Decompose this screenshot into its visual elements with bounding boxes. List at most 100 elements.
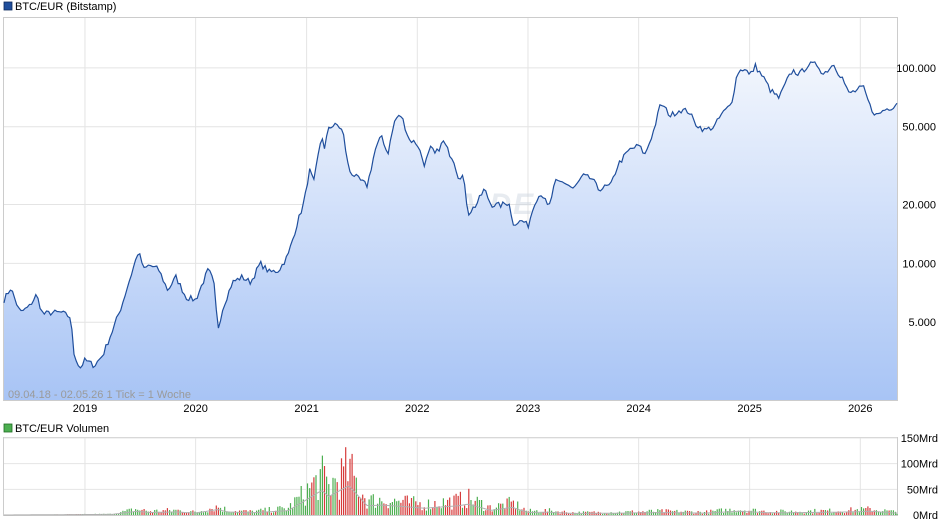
volume-bar bbox=[621, 513, 623, 515]
volume-bar bbox=[812, 513, 814, 515]
volume-bar bbox=[362, 494, 364, 515]
volume-bar bbox=[854, 509, 856, 515]
price-y-tick-label: 50.000 bbox=[902, 122, 936, 134]
volume-bar bbox=[436, 507, 438, 515]
volume-bar bbox=[309, 488, 311, 515]
volume-bar bbox=[608, 513, 610, 515]
volume-bar bbox=[300, 486, 302, 515]
volume-bar bbox=[767, 513, 769, 515]
volume-bar bbox=[461, 507, 464, 515]
volume-bar bbox=[137, 509, 139, 515]
volume-bar bbox=[425, 510, 427, 515]
volume-bar bbox=[778, 512, 780, 515]
volume-bar bbox=[623, 513, 625, 515]
volume-bar bbox=[196, 512, 198, 515]
volume-bar bbox=[517, 501, 519, 515]
volume-bar bbox=[270, 512, 272, 515]
volume-bar bbox=[266, 511, 268, 515]
volume-bar bbox=[357, 496, 360, 515]
x-tick-label: 2020 bbox=[183, 403, 207, 415]
volume-bar bbox=[506, 498, 508, 515]
x-tick-label: 2022 bbox=[405, 403, 429, 415]
volume-bar bbox=[440, 508, 442, 515]
volume-bar bbox=[232, 512, 234, 515]
volume-bar bbox=[850, 507, 852, 515]
volume-bar bbox=[529, 508, 531, 515]
volume-bar bbox=[338, 499, 340, 515]
volume-bar bbox=[351, 453, 353, 515]
volume-bar bbox=[742, 510, 744, 515]
volume-bar bbox=[606, 513, 608, 515]
volume-bar bbox=[139, 510, 141, 515]
volume-bar bbox=[292, 508, 294, 515]
volume-bar bbox=[733, 510, 735, 515]
volume-bar bbox=[799, 511, 801, 515]
volume-bar bbox=[438, 506, 440, 515]
volume-bar bbox=[527, 511, 529, 515]
volume-bar bbox=[374, 507, 377, 515]
volume-bar bbox=[491, 511, 493, 515]
volume-bar bbox=[731, 512, 733, 515]
volume-bar bbox=[317, 500, 319, 515]
volume-y-tick-label: 150Mrd bbox=[901, 433, 938, 445]
price-y-tick-label: 5.000 bbox=[908, 317, 936, 329]
volume-bar bbox=[410, 498, 413, 515]
volume-bar bbox=[377, 503, 379, 515]
volume-bar bbox=[406, 495, 408, 515]
volume-bar bbox=[336, 482, 338, 515]
volume-bar bbox=[285, 510, 287, 515]
volume-bar bbox=[487, 505, 489, 515]
volume-bar bbox=[833, 512, 835, 515]
volume-bar bbox=[253, 513, 256, 515]
range-info: 09.04.18 - 02.05.26 1 Tick = 1 Woche bbox=[8, 389, 191, 401]
volume-bar bbox=[321, 455, 323, 515]
volume-bar bbox=[546, 511, 548, 515]
volume-bar bbox=[644, 512, 646, 515]
volume-bar bbox=[663, 512, 665, 515]
x-tick-label: 2026 bbox=[848, 403, 872, 415]
volume-bar bbox=[508, 496, 510, 515]
x-tick-label: 2025 bbox=[737, 403, 761, 415]
volume-bar bbox=[871, 511, 873, 515]
volume-bar bbox=[202, 512, 205, 515]
volume-panel-frame bbox=[3, 437, 898, 516]
x-tick-label: 2024 bbox=[626, 403, 650, 415]
volume-bar bbox=[345, 447, 347, 515]
volume-bar bbox=[332, 477, 334, 515]
volume-bar bbox=[419, 502, 421, 515]
volume-bar bbox=[326, 476, 328, 515]
volume-bar bbox=[451, 509, 453, 515]
volume-bar bbox=[474, 500, 476, 515]
volume-bar bbox=[852, 512, 854, 515]
volume-bar bbox=[540, 512, 542, 515]
volume-bar bbox=[867, 506, 869, 515]
volume-bar bbox=[185, 513, 188, 515]
volume-bar bbox=[805, 512, 807, 515]
volume-bar bbox=[548, 508, 551, 515]
volume-bar bbox=[604, 513, 606, 515]
volume-bar bbox=[693, 513, 695, 515]
volume-bar bbox=[417, 505, 419, 515]
volume-bar bbox=[555, 511, 557, 515]
volume-bar bbox=[135, 509, 137, 515]
volume-bar bbox=[222, 511, 224, 515]
volume-bar bbox=[145, 510, 147, 515]
price-y-tick-label: 20.000 bbox=[902, 200, 936, 212]
price-y-tick-label: 100.000 bbox=[896, 63, 936, 75]
volume-bar bbox=[803, 513, 805, 515]
volume-bar bbox=[404, 495, 406, 515]
volume-y-axis: 0Mrd 50Mrd 100Mrd 150Mrd bbox=[901, 433, 938, 522]
volume-bar bbox=[217, 507, 219, 515]
volume-bar bbox=[319, 469, 321, 515]
volume-bar bbox=[330, 495, 332, 515]
volume-bar bbox=[786, 513, 788, 515]
volume-bar bbox=[423, 507, 425, 515]
volume-bar bbox=[275, 510, 277, 515]
volume-bar bbox=[355, 477, 357, 515]
volume-bar bbox=[427, 499, 430, 515]
volume-bar bbox=[568, 513, 570, 515]
volume-bar bbox=[236, 512, 239, 515]
volume-bar bbox=[737, 510, 739, 515]
volume-bar bbox=[880, 512, 882, 515]
time-x-axis: 2019 2020 2021 2022 2023 2024 2025 2026 bbox=[73, 403, 873, 415]
